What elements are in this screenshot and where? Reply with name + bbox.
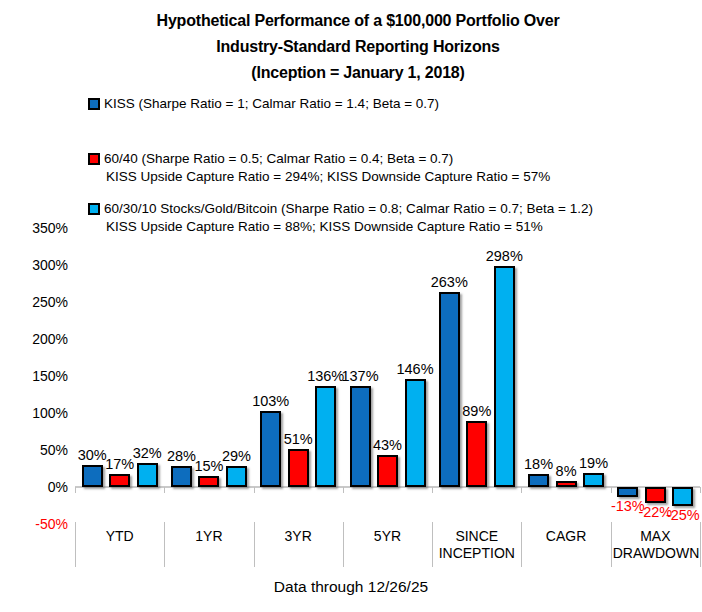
category-separator-line [75,522,76,567]
x-axis-category-label: MAX DRAWDOWN [613,528,698,562]
data-through-caption: Data through 12/26/25 [0,578,702,596]
bar-value-label: 263% [419,274,479,290]
x-axis-tick [164,487,165,493]
y-axis-tick-label: 50% [6,442,68,458]
chart-page: Hypothetical Performance of a $100,000 P… [0,0,702,612]
legend-subtext: KISS Upside Capture Ratio = 88%; KISS Do… [106,219,543,234]
bar-60-30-10-stocks-gold-bitcoin [405,379,426,487]
y-axis-tick-label: 100% [6,405,68,421]
bar-60-40 [109,474,130,487]
bar-60-40 [288,449,309,487]
bar-value-label: 103% [241,393,301,409]
bar-60-40 [645,487,666,503]
category-separator-line [343,522,344,567]
bar-60-30-10-stocks-gold-bitcoin [494,266,515,487]
bar-60-30-10-stocks-gold-bitcoin [315,386,336,487]
bar-60-40 [466,421,487,487]
y-axis-tick-label: 200% [6,331,68,347]
bar-value-label: 19% [564,455,624,471]
x-axis-tick [75,487,76,493]
x-axis-tick [343,487,344,493]
bar-60-40 [556,481,577,487]
y-axis-tick-label: 150% [6,368,68,384]
legend-item: KISS (Sharpe Ratio = 1; Calmar Ratio = 1… [88,96,439,111]
bar-60-30-10-stocks-gold-bitcoin [672,487,693,506]
chart-title-line: Industry-Standard Reporting Horizons [14,34,702,60]
y-axis-tick-label: -50% [6,516,68,532]
legend-label: 60/40 (Sharpe Ratio = 0.5; Calmar Ratio … [104,151,453,166]
x-axis-category-label: SINCE INCEPTION [434,528,519,562]
legend-swatch-icon [88,153,100,165]
bar-60-40 [198,476,219,487]
bar-value-label: -25% [653,507,702,523]
category-separator-line [432,522,433,567]
legend-subtext: KISS Upside Capture Ratio = 294%; KISS D… [106,169,550,184]
legend-swatch-icon [88,98,100,110]
x-axis-category-label: YTD [77,528,162,545]
bar-60-30-10-stocks-gold-bitcoin [583,473,604,487]
y-axis-tick-label: 0% [6,479,68,495]
x-axis-category-label: 3YR [256,528,341,545]
y-axis-tick-label: 250% [6,294,68,310]
x-axis-tick [700,487,701,493]
bar-value-label: 136% [296,368,356,384]
category-separator-line [164,522,165,567]
y-axis-tick-label: 350% [6,220,68,236]
x-axis-category-label: CAGR [523,528,608,545]
legend-label: 60/30/10 Stocks/Gold/Bitcoin (Sharpe Rat… [104,201,593,216]
bar-value-label: 29% [206,448,266,464]
bar-kiss [617,487,638,497]
legend-item: 60/40 (Sharpe Ratio = 0.5; Calmar Ratio … [88,151,453,166]
x-axis-category-label: 5YR [345,528,430,545]
category-separator-line [700,522,701,567]
y-axis-tick-label: 300% [6,257,68,273]
bar-60-40 [377,455,398,487]
x-axis-tick [611,487,612,493]
bar-value-label: 32% [117,445,177,461]
legend-item: 60/30/10 Stocks/Gold/Bitcoin (Sharpe Rat… [88,201,593,216]
bar-value-label: 298% [474,248,534,264]
x-axis-tick [521,487,522,493]
chart-title: Hypothetical Performance of a $100,000 P… [0,8,702,86]
x-axis-tick [254,487,255,493]
x-axis-tick [432,487,433,493]
bar-60-30-10-stocks-gold-bitcoin [137,463,158,487]
bar-60-30-10-stocks-gold-bitcoin [226,466,247,487]
legend-label: KISS (Sharpe Ratio = 1; Calmar Ratio = 1… [104,96,439,111]
x-axis-category-label: 1YR [166,528,251,545]
chart-title-line: (Inception = January 1, 2018) [14,60,702,86]
category-separator-line [521,522,522,567]
bar-value-label: 146% [385,361,445,377]
bar-kiss [439,292,460,487]
chart-title-line: Hypothetical Performance of a $100,000 P… [14,8,702,34]
legend-swatch-icon [88,203,100,215]
